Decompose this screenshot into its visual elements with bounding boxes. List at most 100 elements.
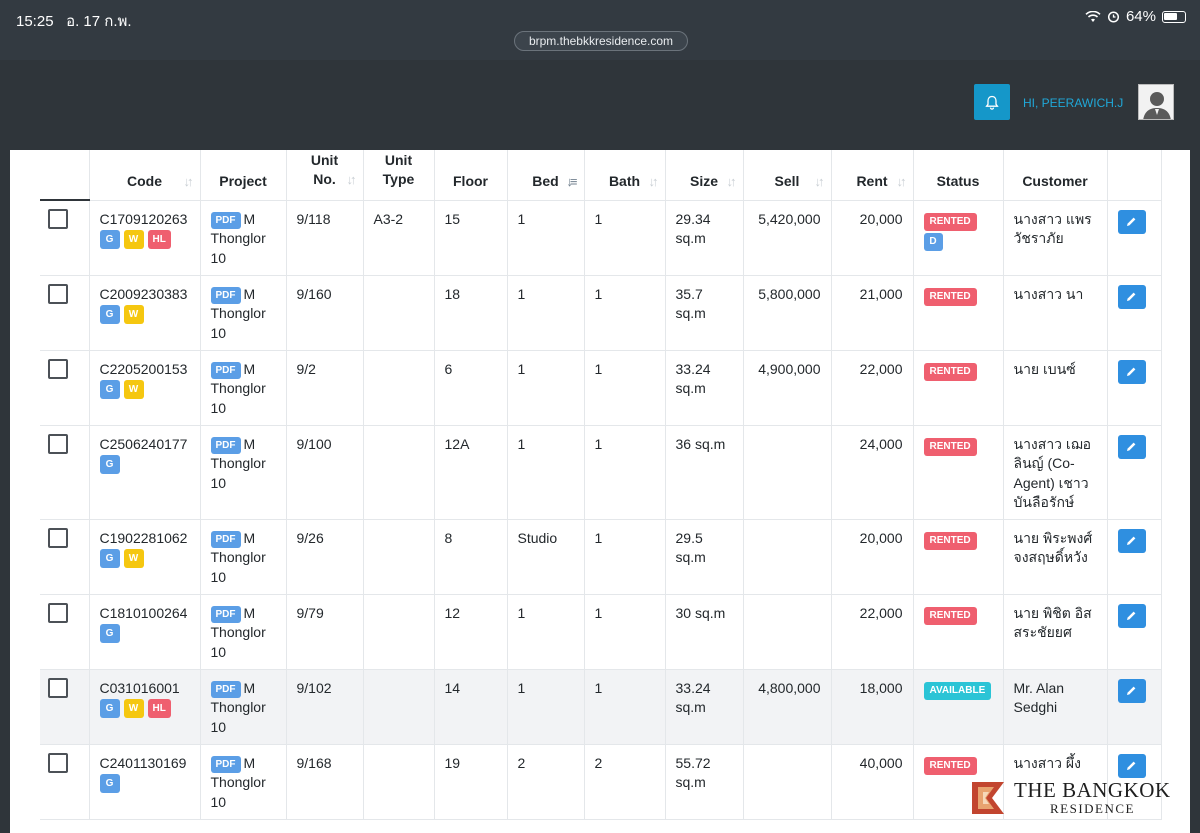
cell-status: RENTED bbox=[912, 349, 1004, 426]
unit-code[interactable]: C2205200153 bbox=[99, 360, 188, 377]
column-header-unit-type: Unit Type bbox=[362, 150, 435, 201]
edit-button[interactable] bbox=[1117, 603, 1146, 628]
unit-code[interactable]: C2401130169 bbox=[99, 754, 187, 771]
edit-button[interactable] bbox=[1117, 528, 1146, 553]
unit-code[interactable]: C2506240177 bbox=[99, 435, 188, 452]
column-header-customer: Customer bbox=[1002, 150, 1108, 201]
edit-button[interactable] bbox=[1117, 209, 1146, 234]
column-header-sell[interactable]: Sell ↓↑ bbox=[742, 150, 832, 201]
cell-status: RENTED bbox=[912, 274, 1004, 351]
row-checkbox[interactable] bbox=[48, 283, 68, 304]
table-row: C2205200153 G W PDF M Thonglor 10 9/2 6 1 1… bbox=[40, 349, 1162, 426]
pdf-button[interactable]: PDF bbox=[210, 286, 241, 304]
row-checkbox[interactable] bbox=[48, 209, 68, 229]
notification-button[interactable] bbox=[974, 84, 1010, 120]
cell-sell bbox=[742, 593, 832, 670]
sort-arrows-icon: ↓↑ bbox=[648, 173, 659, 189]
pdf-button[interactable]: PDF bbox=[210, 605, 241, 623]
cell-unit-no: 9/118 bbox=[285, 199, 364, 276]
row-checkbox[interactable] bbox=[48, 677, 68, 698]
cell-status: RENTED bbox=[912, 424, 1004, 520]
cell-actions bbox=[1106, 349, 1162, 426]
cell-unit-type: A3-2 bbox=[362, 199, 435, 276]
column-header-floor: Floor bbox=[433, 150, 508, 201]
status-flag-badge: D bbox=[923, 232, 943, 251]
cell-unit-no: 9/79 bbox=[285, 593, 364, 670]
alarm-icon bbox=[1107, 11, 1120, 23]
row-select-cell bbox=[40, 518, 90, 595]
tag-g: G bbox=[99, 380, 120, 399]
edit-button[interactable] bbox=[1117, 434, 1146, 459]
status-badge: RENTED bbox=[923, 362, 977, 381]
cell-bed: 1 bbox=[506, 349, 585, 426]
cell-actions bbox=[1106, 199, 1162, 276]
cell-actions bbox=[1106, 424, 1162, 520]
row-select-cell bbox=[40, 424, 90, 520]
cell-floor: 6 bbox=[433, 349, 508, 426]
column-header-code[interactable]: Code ↓↑ bbox=[88, 150, 201, 201]
table-row: C031016001 G W HL PDF M Thonglor 10 9/102 14… bbox=[40, 668, 1162, 745]
cell-project: PDF M Thonglor 10 bbox=[199, 424, 287, 520]
pdf-button[interactable]: PDF bbox=[210, 530, 241, 548]
edit-button[interactable] bbox=[1117, 753, 1146, 778]
battery-icon bbox=[1162, 10, 1186, 23]
pdf-button[interactable]: PDF bbox=[210, 755, 241, 773]
address-bar[interactable]: brpm.thebkkresidence.com bbox=[514, 31, 688, 51]
cell-code: C2401130169 G bbox=[88, 743, 201, 820]
cell-floor: 12A bbox=[433, 424, 508, 520]
row-select-cell bbox=[40, 199, 90, 276]
edit-button[interactable] bbox=[1117, 284, 1146, 309]
cell-sell: 5,420,000 bbox=[742, 199, 832, 276]
cell-bed: 1 bbox=[506, 424, 585, 520]
row-select-cell bbox=[40, 349, 90, 426]
pencil-icon bbox=[1127, 442, 1136, 451]
column-header-bath[interactable]: Bath ↓↑ bbox=[583, 150, 666, 201]
unit-code[interactable]: C1810100264 bbox=[99, 604, 188, 621]
row-checkbox[interactable] bbox=[48, 527, 68, 548]
column-header-rent[interactable]: Rent ↓↑ bbox=[830, 150, 914, 201]
project-name: M Thonglor 10 bbox=[210, 529, 266, 585]
edit-button[interactable] bbox=[1117, 359, 1146, 384]
row-checkbox[interactable] bbox=[48, 433, 68, 454]
cell-customer: นาย พิระพงศ์ จงสฤษดิ์หวัง bbox=[1002, 518, 1108, 595]
cell-bath: 1 bbox=[583, 668, 666, 745]
cell-unit-no: 9/160 bbox=[285, 274, 364, 351]
column-header-unit-no[interactable]: Unit No. ↓↑ bbox=[285, 150, 364, 201]
project-name: M Thonglor 10 bbox=[210, 754, 266, 810]
pdf-button[interactable]: PDF bbox=[210, 211, 241, 229]
user-greeting[interactable]: HI, PEERAWICH.J bbox=[1023, 96, 1124, 110]
cell-bath: 1 bbox=[583, 593, 666, 670]
project-name: M Thonglor 10 bbox=[210, 285, 266, 341]
edit-button[interactable] bbox=[1117, 678, 1146, 703]
unit-code[interactable]: C2009230383 bbox=[99, 285, 188, 302]
cell-actions bbox=[1106, 743, 1162, 820]
cell-unit-no: 9/100 bbox=[285, 424, 364, 520]
unit-code[interactable]: C1902281062 bbox=[99, 529, 188, 546]
logo-mark-icon bbox=[972, 782, 1004, 814]
tag-w: W bbox=[123, 380, 144, 399]
company-logo: THE BANGKOK RESIDENCE bbox=[970, 773, 1190, 823]
unit-code[interactable]: C1709120263 bbox=[99, 210, 188, 227]
tag-w: W bbox=[123, 699, 144, 718]
row-checkbox[interactable] bbox=[48, 752, 68, 773]
status-badge: RENTED bbox=[923, 606, 977, 625]
pdf-button[interactable]: PDF bbox=[210, 680, 241, 698]
logo-title: THE BANGKOK bbox=[1014, 778, 1171, 802]
cell-size: 29.5 sq.m bbox=[664, 518, 744, 595]
column-header-bed[interactable]: Bed ↓≡ bbox=[506, 150, 585, 201]
cell-floor: 15 bbox=[433, 199, 508, 276]
pdf-button[interactable]: PDF bbox=[210, 361, 241, 379]
cell-unit-type bbox=[362, 593, 435, 670]
pdf-button[interactable]: PDF bbox=[210, 436, 241, 454]
user-avatar[interactable] bbox=[1138, 84, 1174, 120]
unit-code[interactable]: C031016001 bbox=[99, 679, 180, 696]
user-avatar-icon bbox=[1139, 85, 1173, 119]
row-checkbox[interactable] bbox=[48, 602, 68, 623]
column-header-size[interactable]: Size ↓↑ bbox=[664, 150, 744, 201]
table-row: C1709120263 G W HL PDF M Thonglor 10 9/118 A… bbox=[40, 199, 1162, 276]
cell-project: PDF M Thonglor 10 bbox=[199, 593, 287, 670]
row-checkbox[interactable] bbox=[48, 358, 68, 379]
device-status-bar: 15:25 อ. 17 ก.พ. brpm.thebkkresidence.co… bbox=[0, 0, 1200, 60]
cell-rent: 40,000 bbox=[830, 743, 914, 820]
